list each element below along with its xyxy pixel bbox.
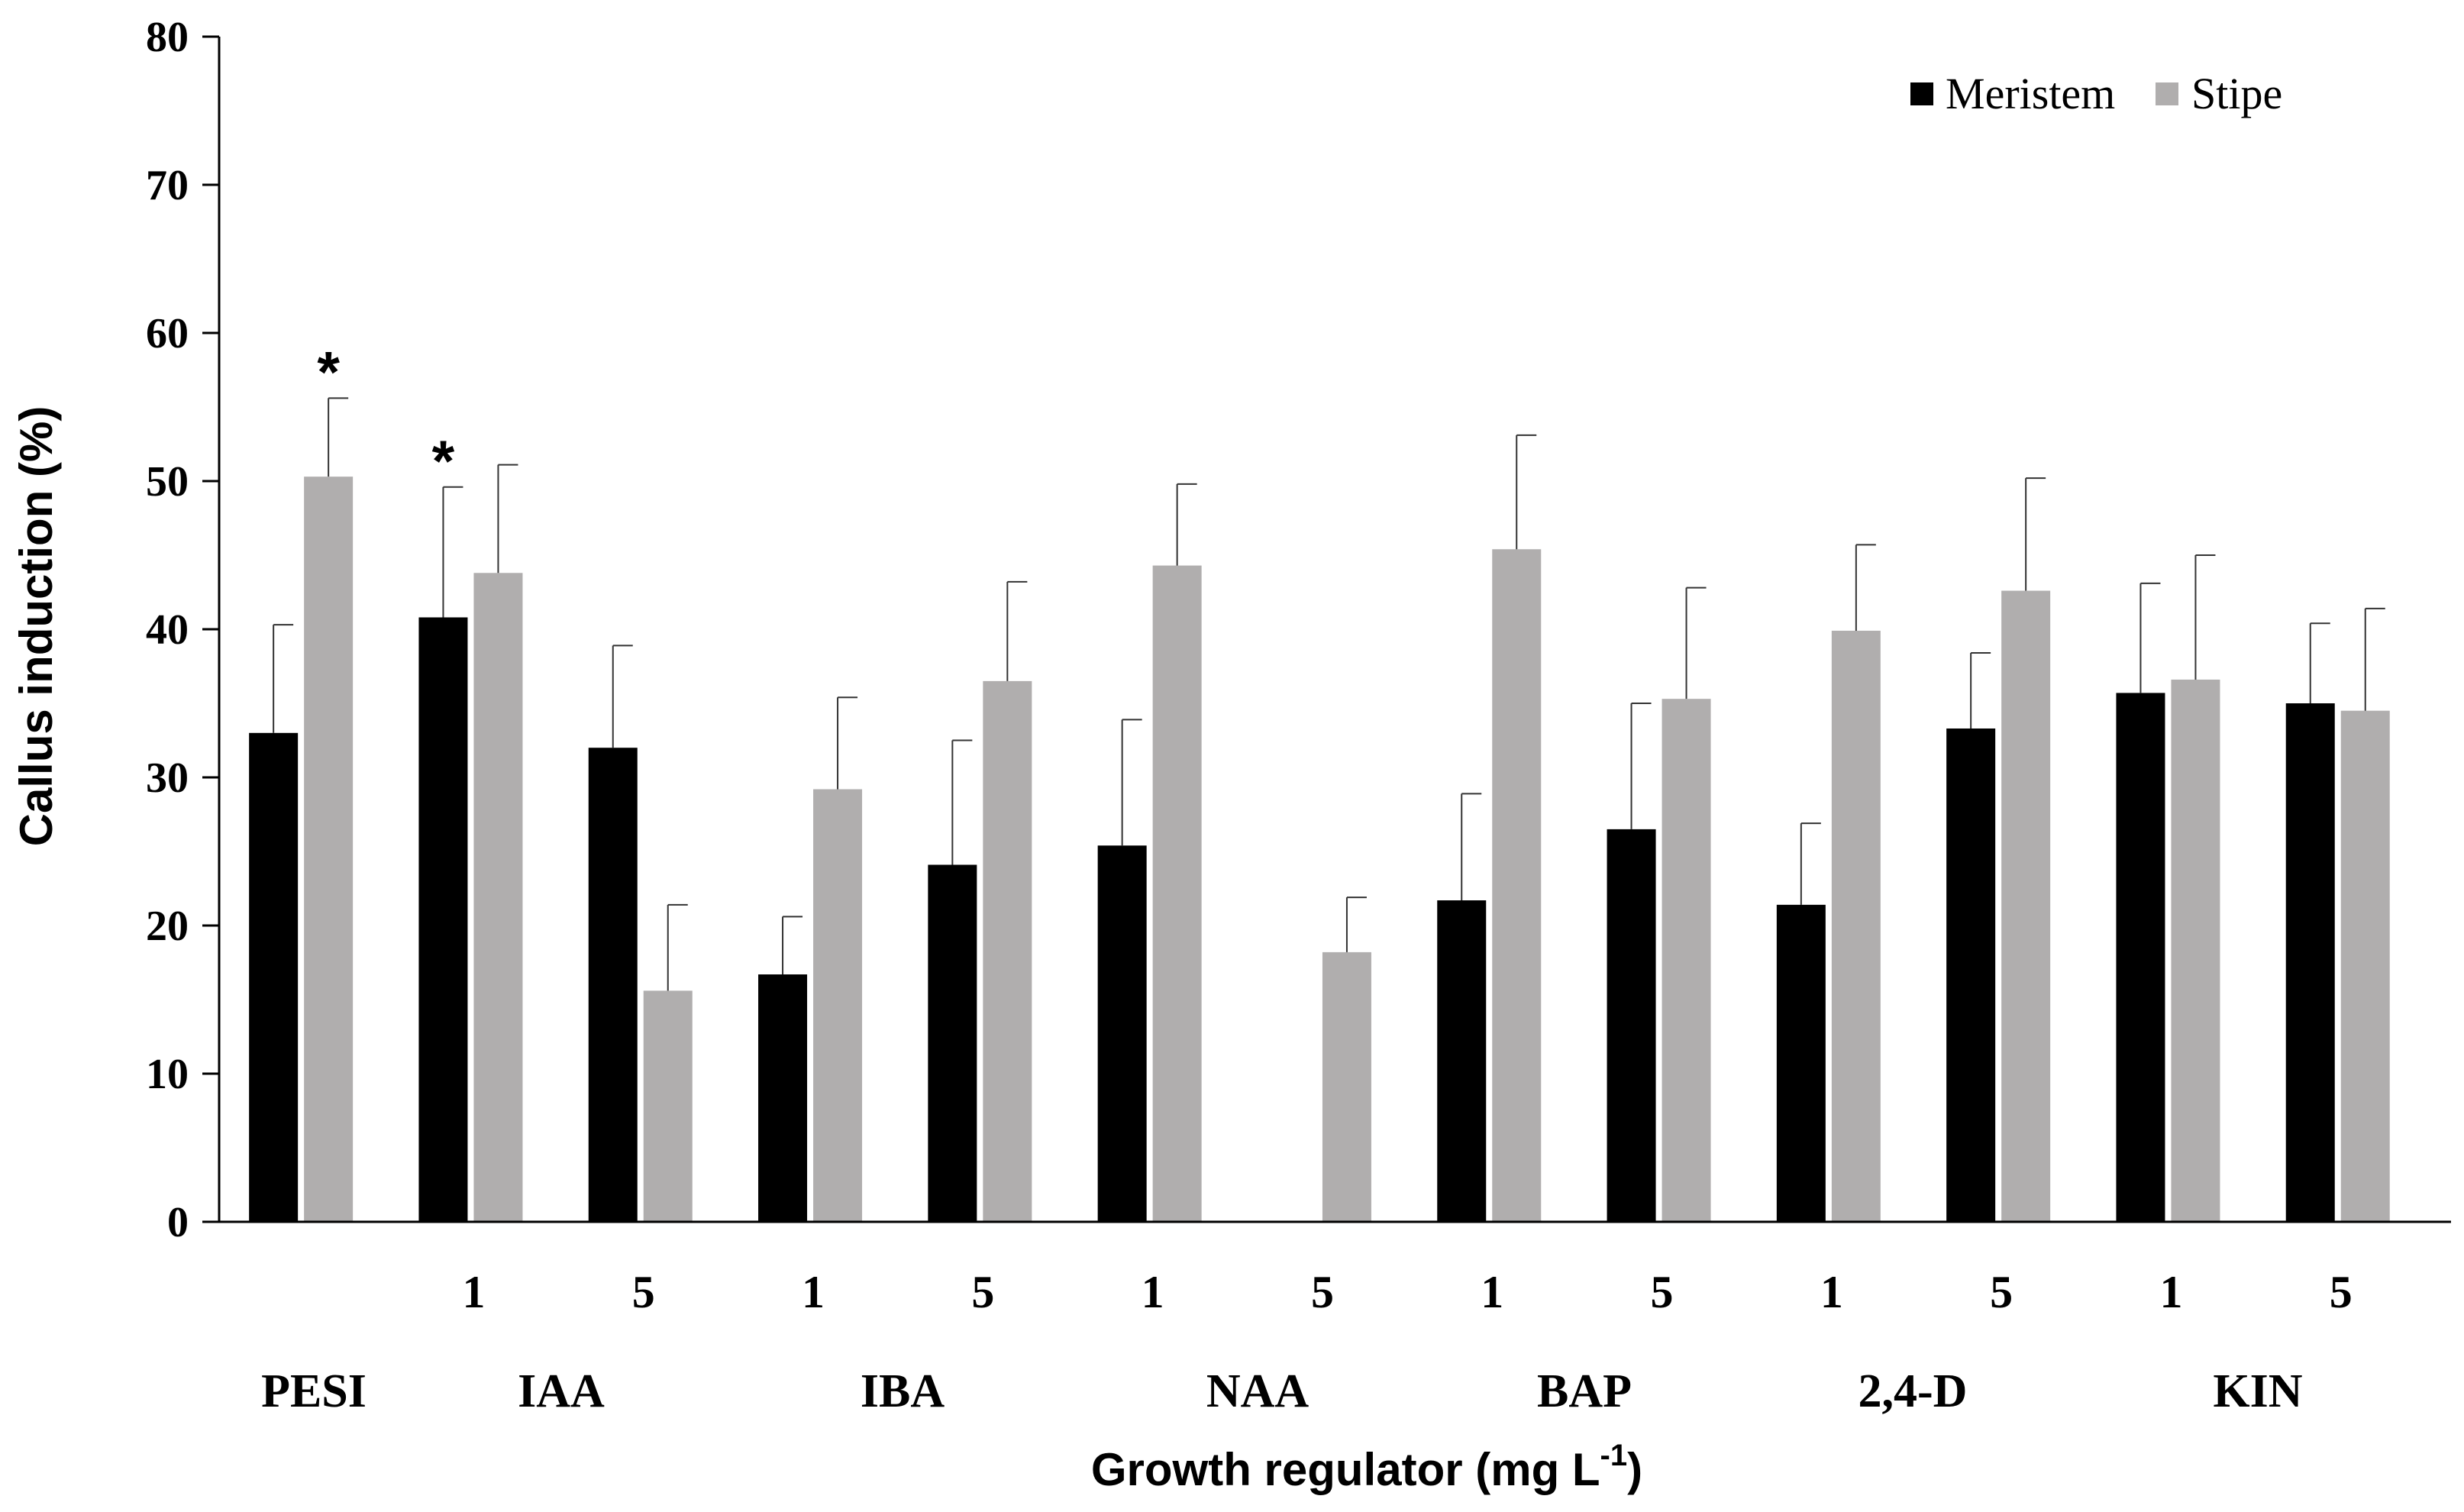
x-axis-title-superscript: -1 (1600, 1439, 1628, 1472)
legend-swatch-meristem (1910, 82, 1933, 105)
bar-stipe-5 (1152, 565, 1202, 1222)
significance-markers: ** (317, 340, 454, 493)
group-label: IAA (518, 1365, 605, 1417)
group-label: IBA (861, 1365, 945, 1417)
bar-meristem-5 (1097, 845, 1147, 1222)
bar-meristem-2 (588, 748, 638, 1222)
bar-meristem-0 (249, 732, 299, 1222)
y-tick-label: 10 (146, 1051, 189, 1098)
y-tick-label: 20 (146, 903, 189, 950)
concentration-label: 1 (1142, 1267, 1164, 1317)
bar-meristem-10 (1946, 728, 1996, 1222)
concentration-label: 5 (971, 1267, 994, 1317)
bar-stipe-1 (473, 573, 523, 1222)
bar-meristem-12 (2285, 703, 2335, 1222)
bar-meristem-9 (1776, 904, 1826, 1222)
x-axis-title-main: Growth regulator (mg L (1091, 1444, 1600, 1495)
bar-meristem-11 (2116, 693, 2165, 1222)
bar-meristem-8 (1607, 829, 1656, 1222)
concentration-label: 5 (2330, 1267, 2353, 1317)
concentration-label: 1 (1820, 1267, 1843, 1317)
group-labels: PESI IAA IBA NAA BAP 2,4-D KIN (261, 1365, 2302, 1417)
concentration-label: 1 (2159, 1267, 2182, 1317)
bar-stipe-9 (1831, 630, 1881, 1222)
legend: Meristem Stipe (1910, 69, 2282, 118)
y-axis-title: Callus induction (%) (11, 406, 62, 847)
significance-marker: * (317, 340, 340, 405)
bar-meristem-3 (758, 974, 808, 1222)
concentration-label: 5 (1990, 1267, 2013, 1317)
y-tick-label: 40 (146, 606, 189, 654)
concentration-label: 5 (1311, 1267, 1334, 1317)
y-tick-label: 80 (146, 14, 189, 61)
y-tick-label: 50 (146, 458, 189, 506)
group-label: KIN (2213, 1365, 2302, 1417)
bar-meristem-1 (418, 617, 468, 1222)
bars (249, 477, 2390, 1222)
bar-stipe-2 (643, 990, 693, 1222)
bar-stipe-11 (2171, 679, 2220, 1222)
group-label: BAP (1537, 1365, 1632, 1417)
bar-meristem-7 (1437, 900, 1487, 1222)
bar-stipe-12 (2340, 710, 2390, 1222)
legend-swatch-stipe (2156, 82, 2178, 105)
y-tick-label: 70 (146, 162, 189, 209)
y-tick-label: 60 (146, 310, 189, 357)
y-ticks: 0 10 20 30 40 50 60 70 80 (146, 14, 219, 1246)
group-label: 2,4-D (1858, 1365, 1968, 1417)
y-tick-label: 30 (146, 754, 189, 802)
y-tick-label: 0 (167, 1199, 189, 1246)
x-axis-title-tail: ) (1627, 1444, 1642, 1495)
concentration-labels: 1 5 1 5 1 5 1 5 1 5 1 5 (462, 1267, 2352, 1317)
group-label: NAA (1206, 1365, 1310, 1417)
legend-label-stipe: Stipe (2191, 69, 2282, 118)
x-axis-title: Growth regulator (mg L-1) (1091, 1439, 1642, 1495)
bar-stipe-7 (1492, 549, 1542, 1222)
bar-meristem-4 (928, 864, 977, 1222)
bar-stipe-0 (304, 477, 354, 1222)
concentration-label: 1 (802, 1267, 825, 1317)
concentration-label: 1 (462, 1267, 485, 1317)
legend-label-meristem: Meristem (1946, 69, 2115, 118)
significance-marker: * (432, 429, 455, 494)
bar-stipe-4 (983, 680, 1032, 1222)
error-bars (273, 397, 2385, 991)
bar-stipe-3 (813, 789, 863, 1222)
concentration-label: 1 (1481, 1267, 1503, 1317)
bar-stipe-6 (1322, 951, 1371, 1222)
concentration-label: 5 (1651, 1267, 1674, 1317)
bar-stipe-10 (2001, 590, 2051, 1222)
group-label: PESI (261, 1365, 367, 1417)
bar-stipe-8 (1662, 699, 1711, 1222)
concentration-label: 5 (632, 1267, 655, 1317)
